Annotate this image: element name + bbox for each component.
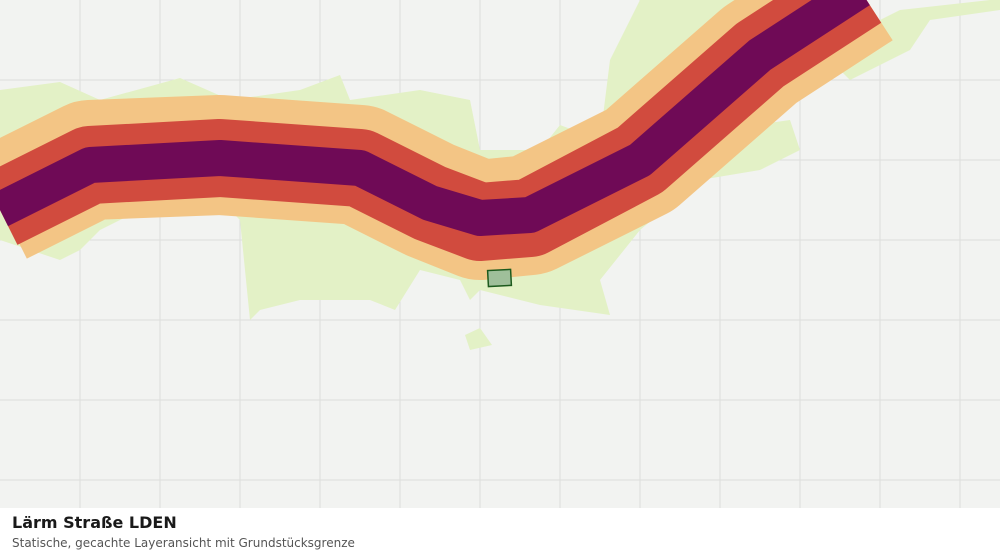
layer-title: Lärm Straße LDEN	[12, 513, 177, 532]
parcel-boundary	[486, 268, 513, 288]
map	[0, 0, 1000, 508]
noise-road	[0, 0, 893, 280]
layer-subtitle: Statische, gecachte Layeransicht mit Gru…	[12, 536, 355, 550]
noise-zone-very-high	[0, 0, 870, 236]
